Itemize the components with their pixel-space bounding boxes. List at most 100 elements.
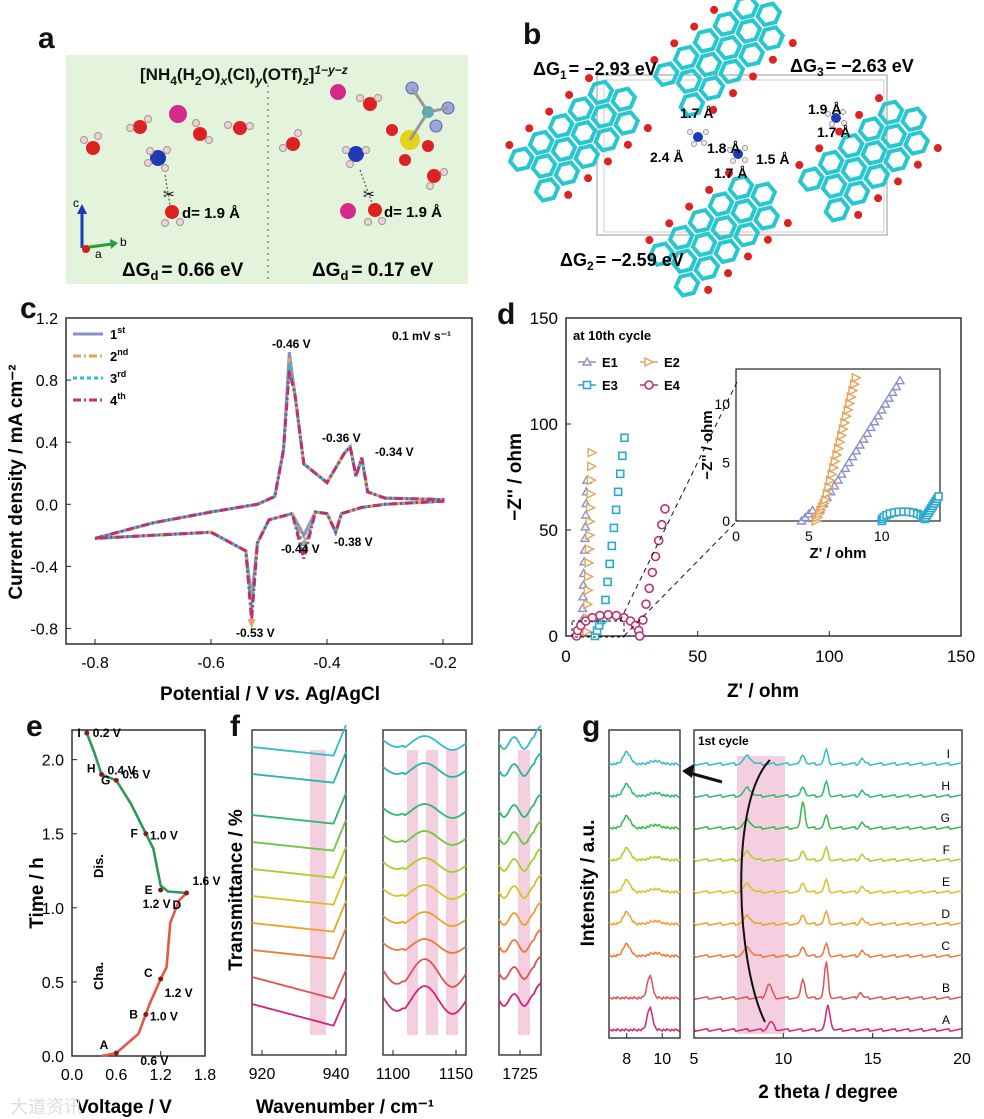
charge-xtick-label: 0.0 xyxy=(61,1067,83,1084)
inset-xlabel: Z' / ohm xyxy=(810,545,867,562)
xrd-left-pattern xyxy=(608,878,681,895)
charge-ytick-label: 2.0 xyxy=(42,753,64,770)
discharge-curve xyxy=(85,732,187,895)
ftir-band-highlight xyxy=(407,750,418,1035)
eis-point xyxy=(641,599,651,610)
organic-crystal-sheets xyxy=(505,0,942,298)
eis-legend-label: E2 xyxy=(664,355,680,370)
ftir-tick-label: 1150 xyxy=(439,1066,474,1083)
charge-point xyxy=(143,831,149,837)
charge-ylabel: Time / h xyxy=(27,857,48,928)
inset-ytick-label: 10 xyxy=(714,396,730,412)
svg-text:1.7 Å: 1.7 Å xyxy=(680,105,713,121)
xrd-curve-label: F xyxy=(943,843,950,857)
ftir-spectrum xyxy=(251,819,347,852)
water-molecules-left: ✂ xyxy=(80,105,254,227)
ftir-spectrum xyxy=(498,874,542,899)
inset-ytick-label: 0 xyxy=(722,513,730,529)
eis-point xyxy=(865,422,876,432)
xrd-right-pattern xyxy=(693,941,963,959)
ftir-spectrum xyxy=(498,793,542,818)
svg-text:1.7 Å: 1.7 Å xyxy=(817,124,850,140)
ftir-spectrum xyxy=(382,938,467,954)
eis-point xyxy=(858,433,869,443)
xrd-right-tick-label: 5 xyxy=(690,1051,699,1068)
charge-point-voltage: 1.2 V xyxy=(165,986,193,1000)
xrd-right-pattern xyxy=(693,779,963,799)
charge-point-voltage: 1.6 V xyxy=(193,874,221,888)
d-label-right: d= 1.9 Å xyxy=(384,204,442,221)
eis-point xyxy=(620,433,629,443)
cv-ylabel: Current density / mA cm⁻² xyxy=(6,364,27,599)
eis-point xyxy=(613,487,623,497)
xrd-left-pattern xyxy=(608,782,681,799)
ftir-spectrum xyxy=(498,847,542,872)
cv-xtick-label: -0.8 xyxy=(81,655,109,672)
ftir-spectrum xyxy=(382,803,467,819)
eis-point xyxy=(583,585,594,596)
xrd-left-tick-label: 10 xyxy=(653,1051,671,1068)
charge-point xyxy=(143,1012,149,1018)
xrd-left-frame xyxy=(608,729,681,1039)
svg-text:✂: ✂ xyxy=(163,186,175,202)
eis-point xyxy=(876,404,887,414)
xrd-curve-label: D xyxy=(941,907,950,921)
cv-series-line xyxy=(94,370,445,621)
charge-point-id: F xyxy=(131,827,138,841)
eis-point xyxy=(587,461,598,472)
xrd-right-frame xyxy=(693,729,963,1039)
xrd-curve-label: H xyxy=(941,779,950,793)
svg-text:1.7 Å: 1.7 Å xyxy=(714,165,747,181)
xrd-curve-label: B xyxy=(942,981,950,995)
xrd-right-pattern xyxy=(693,961,963,1001)
ftir-tick-label: 1725 xyxy=(502,1066,538,1083)
ftir-spectrum xyxy=(382,762,467,778)
xrd-curve-label: C xyxy=(941,939,950,953)
eis-point xyxy=(583,571,595,582)
xrd-left-pattern xyxy=(608,973,681,1001)
cv-annotation: -0.46 V xyxy=(272,337,311,351)
ftir-spectrum xyxy=(251,751,347,784)
svg-text:1.5 Å: 1.5 Å xyxy=(756,151,789,167)
eis-xtick-label: 50 xyxy=(688,647,707,666)
panel-label-a: a xyxy=(38,22,55,55)
dg2-label: ΔG2 = −2.59 eV xyxy=(560,250,684,273)
xrd-peak-highlight xyxy=(737,756,785,1034)
ftir-spectrum xyxy=(251,927,347,960)
panel-label-e: e xyxy=(26,710,43,743)
cv-ytick-label: 0.0 xyxy=(36,497,58,514)
charge-point-id: H xyxy=(87,761,96,775)
inset-ytick-label: 5 xyxy=(722,455,730,471)
ftir-spectrum xyxy=(498,901,542,926)
xrd-curve-label: E xyxy=(942,875,950,889)
xrd-left-pattern xyxy=(608,750,681,767)
dg-left: ΔGd = 0.66 eV xyxy=(122,260,244,283)
charge-xlabel: Voltage / V xyxy=(76,1097,172,1118)
cv-legend-label: 4th xyxy=(110,391,126,408)
ftir-spectrum xyxy=(382,884,467,900)
xrd-cycle-label: 1st cycle xyxy=(698,734,749,748)
bond-lengths: 1.7 Å 2.4 Å 1.8 Å 1.7 Å 1.5 Å 1.9 Å 1.7 … xyxy=(650,101,850,181)
eis-point xyxy=(581,356,593,366)
eis-point xyxy=(584,557,595,568)
cv-xtick-label: -0.4 xyxy=(313,655,341,672)
water-molecules-right: ✂ xyxy=(279,81,455,226)
cha-label: Cha. xyxy=(91,962,106,990)
ammonium-ions xyxy=(687,109,847,164)
charge-point xyxy=(113,777,119,783)
eis-point xyxy=(861,427,873,438)
svg-text:✂: ✂ xyxy=(363,186,375,202)
cv-xlabel: Potential / V vs. Ag/AgCl xyxy=(160,684,380,705)
cv-annotations: -0.46 V -0.36 V -0.34 V -0.44 V -0.38 V … xyxy=(236,337,414,640)
charge-point-voltage: 1.2 V xyxy=(143,897,171,911)
xrd-right-pattern xyxy=(693,801,963,831)
ftir-band-highlight xyxy=(446,750,458,1035)
eis-point xyxy=(887,386,898,397)
eis-point xyxy=(607,541,617,551)
panel-a-formula: [NH4(H2O)x(Cl)y(OTf)z]1−y−z xyxy=(140,63,348,88)
